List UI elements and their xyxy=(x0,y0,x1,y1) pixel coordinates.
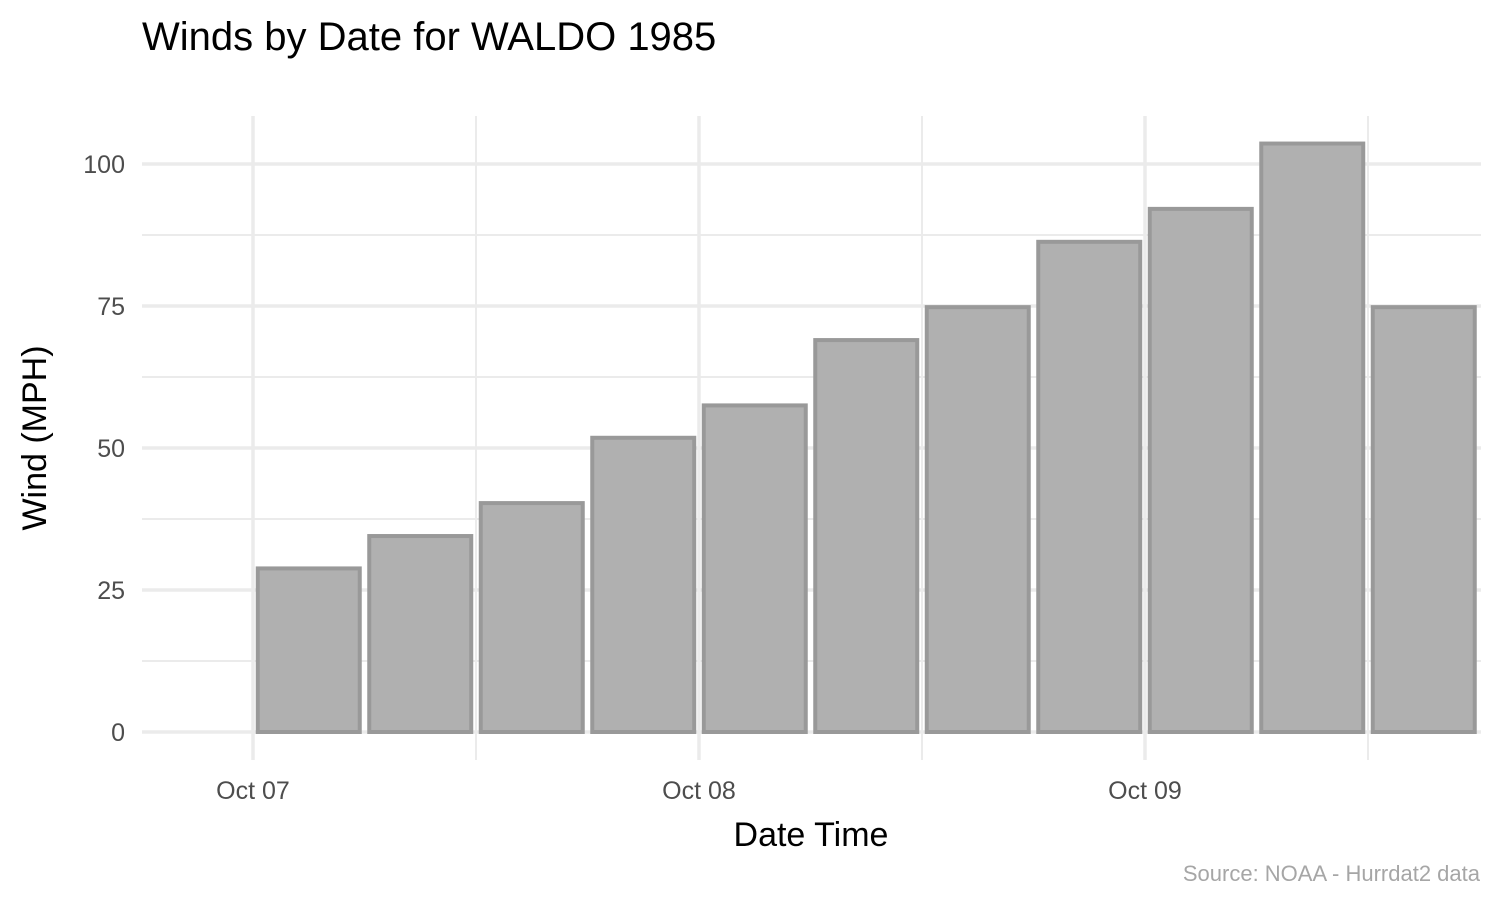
y-axis-title: Wind (MPH) xyxy=(16,345,54,530)
source-caption: Source: NOAA - Hurrdat2 data xyxy=(1183,861,1481,886)
y-tick-label: 25 xyxy=(97,577,125,605)
x-tick-label: Oct 08 xyxy=(662,777,736,805)
bar xyxy=(590,435,697,734)
chart-title: Winds by Date for WALDO 1985 xyxy=(142,15,716,59)
y-tick-label: 0 xyxy=(111,719,125,747)
bar xyxy=(924,305,1031,734)
bar xyxy=(1036,239,1143,734)
bars xyxy=(255,141,1477,735)
bar xyxy=(1147,206,1254,734)
bar xyxy=(255,566,362,735)
y-axis-ticks: 0 25 50 75 100 xyxy=(83,151,125,747)
bar xyxy=(813,338,920,734)
bar xyxy=(478,501,585,735)
bar xyxy=(1259,141,1366,734)
bar xyxy=(367,534,474,734)
x-tick-label: Oct 07 xyxy=(216,777,290,805)
bar xyxy=(1370,305,1477,734)
x-axis-ticks: Oct 07 Oct 08 Oct 09 xyxy=(216,777,1182,805)
bar xyxy=(701,403,808,734)
y-tick-label: 100 xyxy=(83,151,125,179)
grid xyxy=(142,116,1481,760)
y-tick-label: 50 xyxy=(97,435,125,463)
y-tick-label: 75 xyxy=(97,293,125,321)
x-tick-label: Oct 09 xyxy=(1108,777,1182,805)
x-axis-title: Date Time xyxy=(734,816,889,854)
